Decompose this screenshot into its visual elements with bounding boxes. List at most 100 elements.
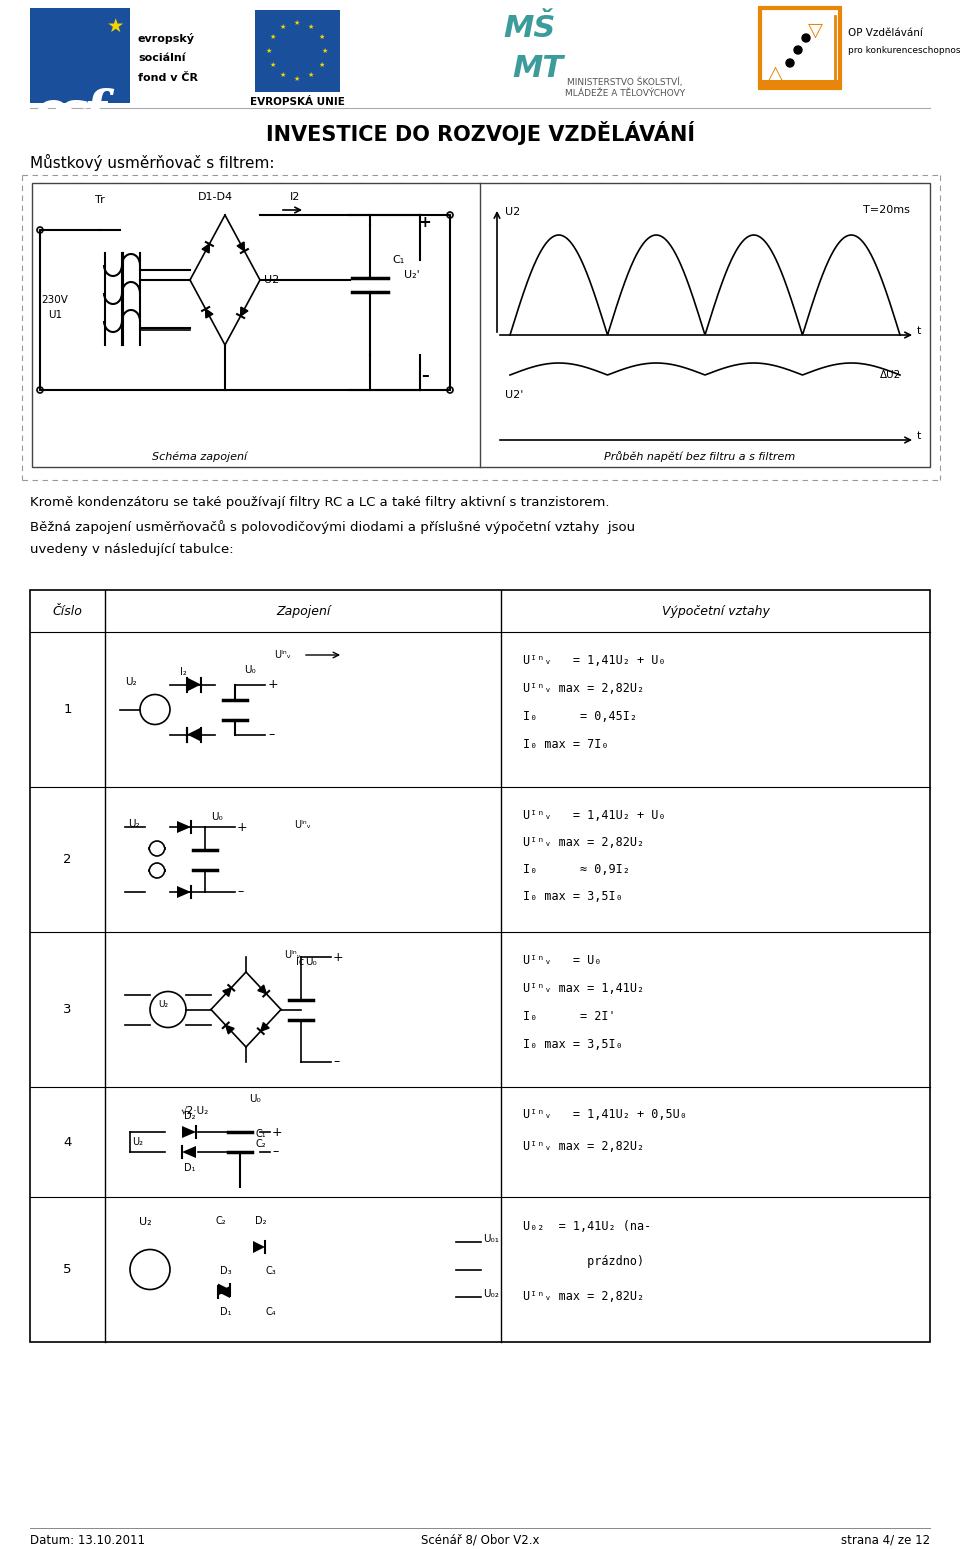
Bar (32, 183, 930, 466)
Text: OP Vzdělávání: OP Vzdělávání (848, 28, 923, 39)
Text: △: △ (767, 64, 782, 82)
Text: Ic: Ic (296, 957, 304, 967)
Polygon shape (187, 677, 201, 691)
Text: ★: ★ (280, 73, 286, 79)
Text: –: – (421, 367, 429, 383)
Text: I₀      ≈ 0,9I₂: I₀ ≈ 0,9I₂ (523, 863, 630, 875)
Text: Uᴵⁿᵥ: Uᴵⁿᵥ (284, 950, 301, 960)
Text: e: e (33, 88, 66, 139)
Bar (255, 9, 340, 91)
Text: Kromě kondenzátoru se také používají filtry RC a LC a také filtry aktivní s tran: Kromě kondenzátoru se také používají fil… (30, 496, 610, 508)
Text: MŠ: MŠ (504, 14, 556, 42)
Polygon shape (226, 1025, 234, 1033)
Text: I₀ max = 3,5I₀: I₀ max = 3,5I₀ (523, 1038, 623, 1050)
Text: U₀: U₀ (211, 812, 223, 821)
Text: U₀: U₀ (244, 665, 256, 674)
Circle shape (802, 34, 810, 42)
Text: Zapojení: Zapojení (276, 604, 330, 618)
Text: Můstkový usměrňovač s filtrem:: Můstkový usměrňovač s filtrem: (30, 153, 275, 170)
Text: U₂: U₂ (138, 1218, 152, 1227)
Text: ★: ★ (294, 20, 300, 26)
Text: f: f (83, 88, 106, 139)
Text: Uᴵⁿᵥ   = 1,41U₂ + U₀: Uᴵⁿᵥ = 1,41U₂ + U₀ (523, 654, 665, 666)
Text: ★: ★ (266, 48, 272, 54)
Text: strana 4/ ze 12: strana 4/ ze 12 (841, 1534, 930, 1546)
Text: INVESTICE DO ROZVOJE VZDĚLÁVÁNÍ: INVESTICE DO ROZVOJE VZDĚLÁVÁNÍ (266, 121, 694, 146)
Bar (30, 590, 930, 1341)
Text: ★: ★ (322, 48, 328, 54)
Text: U₀: U₀ (250, 1094, 261, 1104)
Polygon shape (218, 1286, 230, 1298)
Text: I₀      = 2I': I₀ = 2I' (523, 1010, 615, 1022)
Text: 4: 4 (63, 1135, 72, 1148)
Text: I₀ max = 3,5I₀: I₀ max = 3,5I₀ (523, 889, 623, 903)
Text: √2·U₂: √2·U₂ (180, 1104, 209, 1115)
Text: +: + (272, 1126, 282, 1139)
Polygon shape (253, 1241, 265, 1253)
Polygon shape (218, 1284, 230, 1295)
Text: +: + (237, 821, 248, 833)
Text: ΔU2: ΔU2 (880, 370, 901, 380)
Circle shape (786, 59, 794, 67)
Text: I₂: I₂ (180, 668, 187, 677)
Text: Uᴵⁿᵥ: Uᴵⁿᵥ (295, 819, 311, 830)
Text: D₂: D₂ (255, 1216, 267, 1225)
Text: U₀₂: U₀₂ (483, 1289, 499, 1300)
Text: U₀₂  = 1,41U₂ (na-: U₀₂ = 1,41U₂ (na- (523, 1221, 651, 1233)
Bar (760, 81, 840, 88)
Text: s: s (58, 88, 87, 139)
Text: MLÁDEŽE A TĚLOVÝCHOVY: MLÁDEŽE A TĚLOVÝCHOVY (564, 88, 685, 98)
Text: fond v ČR: fond v ČR (138, 73, 198, 84)
Polygon shape (241, 307, 248, 316)
Text: ★: ★ (294, 76, 300, 82)
Text: ★: ★ (270, 62, 276, 68)
Text: ▽: ▽ (807, 20, 823, 40)
Text: Uᴵⁿᵥ max = 2,82U₂: Uᴵⁿᵥ max = 2,82U₂ (523, 1290, 644, 1304)
Text: sociální: sociální (138, 53, 185, 64)
Text: ★: ★ (318, 34, 324, 40)
Text: pro konkurenceschopnost: pro konkurenceschopnost (848, 45, 960, 54)
Polygon shape (261, 1022, 269, 1032)
Text: D₁: D₁ (220, 1307, 231, 1317)
Polygon shape (187, 728, 201, 742)
Text: 3: 3 (63, 1004, 72, 1016)
Polygon shape (203, 245, 209, 252)
Text: I2: I2 (290, 192, 300, 201)
Text: Průběh napětí bez filtru a s filtrem: Průběh napětí bez filtru a s filtrem (605, 452, 796, 463)
Text: D₂: D₂ (184, 1111, 196, 1121)
Text: C₃: C₃ (265, 1267, 276, 1276)
Text: U2: U2 (505, 208, 520, 217)
Text: D₃: D₃ (220, 1267, 231, 1276)
Text: t: t (917, 325, 922, 336)
Polygon shape (258, 985, 266, 993)
Text: Uᴵⁿᵥ max = 1,41U₂: Uᴵⁿᵥ max = 1,41U₂ (523, 982, 644, 994)
Text: +: + (419, 214, 431, 229)
Text: 2: 2 (63, 853, 72, 866)
Text: ★: ★ (308, 73, 314, 79)
Text: Scénář 8/ Obor V2.x: Scénář 8/ Obor V2.x (420, 1534, 540, 1546)
Text: 230V: 230V (41, 294, 68, 305)
Text: +: + (268, 678, 278, 691)
Text: –: – (237, 886, 243, 898)
Text: +: + (333, 951, 344, 963)
Text: ★: ★ (107, 17, 124, 36)
Text: prázdno): prázdno) (523, 1256, 644, 1269)
Polygon shape (237, 242, 245, 251)
Text: U₂: U₂ (128, 819, 139, 829)
Text: Uᴵⁿᵥ max = 2,82U₂: Uᴵⁿᵥ max = 2,82U₂ (523, 682, 644, 694)
Text: C₁: C₁ (255, 1129, 266, 1139)
Text: MINISTERSTVO ŠKOLSTVÍ,: MINISTERSTVO ŠKOLSTVÍ, (567, 77, 683, 87)
Text: U2: U2 (264, 276, 279, 285)
Text: T=20ms: T=20ms (863, 204, 910, 215)
Text: t: t (917, 431, 922, 441)
Text: –: – (272, 1146, 278, 1159)
Text: C₄: C₄ (265, 1307, 276, 1317)
Bar (30, 8, 130, 102)
Text: Uᴵⁿᵥ max = 2,82U₂: Uᴵⁿᵥ max = 2,82U₂ (523, 835, 644, 849)
Text: C₂: C₂ (255, 1139, 266, 1149)
Text: ★: ★ (318, 62, 324, 68)
Text: uvedeny v následující tabulce:: uvedeny v následující tabulce: (30, 542, 233, 556)
Text: Schéma zapojení: Schéma zapojení (153, 452, 248, 462)
Text: I₀      = 0,45I₂: I₀ = 0,45I₂ (523, 709, 637, 722)
Text: U₂: U₂ (125, 677, 136, 686)
